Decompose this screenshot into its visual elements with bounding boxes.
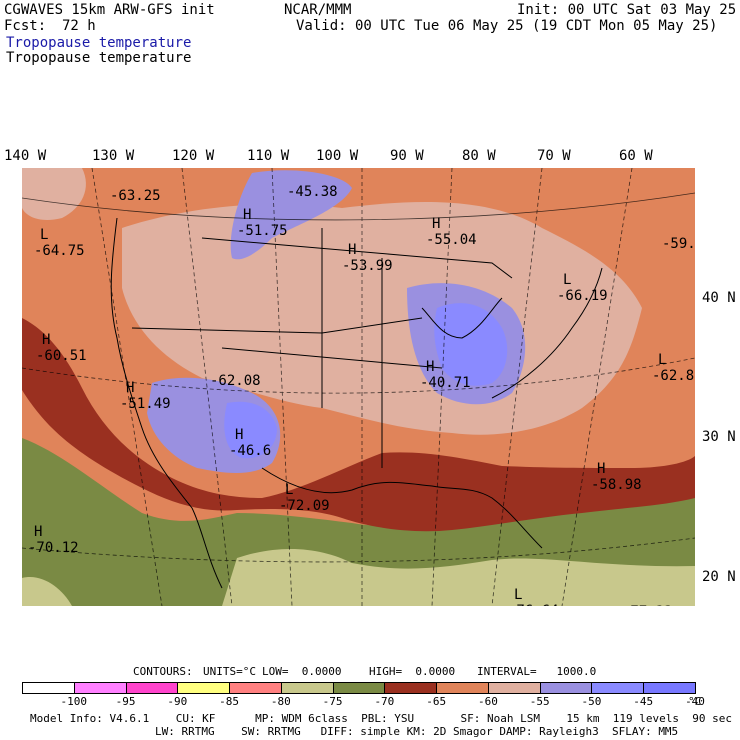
center-value: -40.71	[420, 375, 471, 391]
center-letter: L	[285, 482, 293, 498]
lon-label-130w: 130 W	[92, 148, 135, 164]
center-letter: H	[426, 359, 434, 375]
band-minus-65	[22, 318, 695, 532]
center-letter: H	[34, 524, 42, 540]
colorbar-tick-label: -80	[270, 695, 291, 708]
center-letter: L	[514, 587, 522, 603]
band-minus-75	[222, 548, 695, 606]
center-value: -76.64	[508, 603, 559, 606]
colorbar-tick-label: -70	[374, 695, 395, 708]
center-value: -51.49	[120, 396, 171, 412]
lon-label-90w: 90 W	[390, 148, 424, 164]
colorbar-tick-label: -40	[685, 695, 705, 708]
colorbar-swatch	[591, 682, 645, 694]
pressure-centers: -63.25 -45.38H-51.75L-64.75 H-53.99H-55.04…	[22, 184, 695, 606]
center-letter: H	[597, 461, 605, 477]
center-letter: L	[658, 352, 666, 368]
colorbar-swatch	[332, 682, 386, 694]
field-title-blue: Tropopause temperature	[6, 35, 192, 51]
colorbar-unit: °C	[688, 695, 702, 708]
contours-interval: INTERVAL= 1000.0	[477, 665, 597, 678]
colorbar-swatch	[539, 682, 593, 694]
lat-label-20n: 20 N	[702, 569, 736, 585]
lon-label-110w: 110 W	[247, 148, 290, 164]
lon-label-70w: 70 W	[537, 148, 571, 164]
band-minus-55-nw	[22, 168, 86, 220]
lon-label-80w: 80 W	[462, 148, 496, 164]
band-minus-75-west	[22, 577, 72, 606]
contours-units: UNITS=°C	[203, 665, 256, 678]
colorbar-tick-label: -55	[529, 695, 550, 708]
colorbar-tick-label: -65	[426, 695, 447, 708]
init-time: Init: 00 UTC Sat 03 May 25	[517, 2, 737, 18]
lat-label-40n: 40 N	[702, 290, 736, 306]
coastlines	[110, 217, 603, 589]
center-value: -70.12	[28, 540, 79, 556]
lon-label-60w: 60 W	[619, 148, 653, 164]
colorbar-swatch	[436, 682, 489, 694]
center-value: -64.75	[34, 243, 85, 259]
colorbar-swatch	[229, 682, 282, 694]
center-value: -45.38	[287, 184, 338, 200]
forecast-hour: 72 h	[62, 18, 96, 34]
contours-high: HIGH= 0.0000	[369, 665, 456, 678]
colorbar-tick-label: -95	[115, 695, 136, 708]
colorbar-swatch	[643, 682, 696, 694]
center-value: -59.9	[662, 236, 695, 252]
colorbar-swatch	[487, 682, 541, 694]
colorbar-tick-label: -100	[60, 695, 88, 708]
center-letter: H	[42, 332, 50, 348]
colorbar-swatch	[280, 682, 334, 694]
colorbar-swatch	[73, 682, 127, 694]
colorbar-tick-label: -60	[477, 695, 498, 708]
center-letter: H	[432, 216, 440, 232]
center-value: -62.08	[210, 373, 261, 389]
center-value: -51.75	[237, 223, 288, 239]
center-value: 76.23	[22, 605, 62, 606]
center-value: -62.8	[652, 368, 694, 384]
center-value: -72.09	[279, 498, 330, 514]
center-value: -66.19	[557, 288, 608, 304]
colorbar-swatch	[384, 682, 438, 694]
center-letter: L	[563, 272, 571, 288]
center-letter: H	[235, 427, 243, 443]
band-minus-50-north	[230, 170, 352, 260]
valid-time: Valid: 00 UTC Tue 06 May 25 (19 CDT Mon …	[296, 18, 718, 34]
org-label: NCAR/MMM	[284, 2, 352, 18]
model-info-line-1: Model Info: V4.6.1 CU: KF MP: WDM 6class…	[30, 712, 732, 725]
center-letter: L	[40, 227, 48, 243]
model-info-line-2: LW: RRTMG SW: RRTMG DIFF: simple KM: 2D …	[155, 725, 679, 738]
center-value: -77.33	[622, 604, 673, 606]
center-letter: H	[243, 207, 251, 223]
lon-label-120w: 120 W	[172, 148, 215, 164]
colorbar-tick-label: -50	[581, 695, 602, 708]
center-value: -63.25	[110, 188, 161, 204]
center-value: -58.98	[591, 477, 642, 493]
colorbar-tick-label: -85	[219, 695, 239, 708]
tropopause-temperature-map: -63.25 -45.38H-51.75L-64.75 H-53.99H-55.04…	[22, 168, 695, 606]
colorbar-swatch	[177, 682, 231, 694]
colorbar-tick-label: -75	[322, 695, 343, 708]
center-letter: H	[348, 242, 356, 258]
center-value: -55.04	[426, 232, 477, 248]
lon-label-100w: 100 W	[316, 148, 359, 164]
colorbar-swatch	[22, 682, 75, 694]
colorbar-tick-label: -45	[633, 695, 654, 708]
lon-label-140w: 140 W	[4, 148, 47, 164]
lat-label-30n: 30 N	[702, 429, 736, 445]
colorbar-swatch	[125, 682, 179, 694]
center-value: -53.99	[342, 258, 393, 274]
contours-low: LOW= 0.0000	[262, 665, 342, 678]
band-minus-45-southwest	[224, 401, 277, 459]
field-title: Tropopause temperature	[6, 50, 192, 66]
colorbar-tick-label: -90	[167, 695, 188, 708]
model-title: CGWAVES 15km ARW-GFS init	[4, 2, 215, 18]
contours-title: CONTOURS:	[133, 665, 193, 678]
center-letter: H	[126, 380, 134, 396]
center-value: -46.6	[229, 443, 271, 459]
band-minus-45-lakes	[434, 303, 508, 386]
center-value: -60.51	[36, 348, 87, 364]
forecast-label: Fcst:	[4, 18, 47, 34]
graticule	[22, 168, 695, 606]
